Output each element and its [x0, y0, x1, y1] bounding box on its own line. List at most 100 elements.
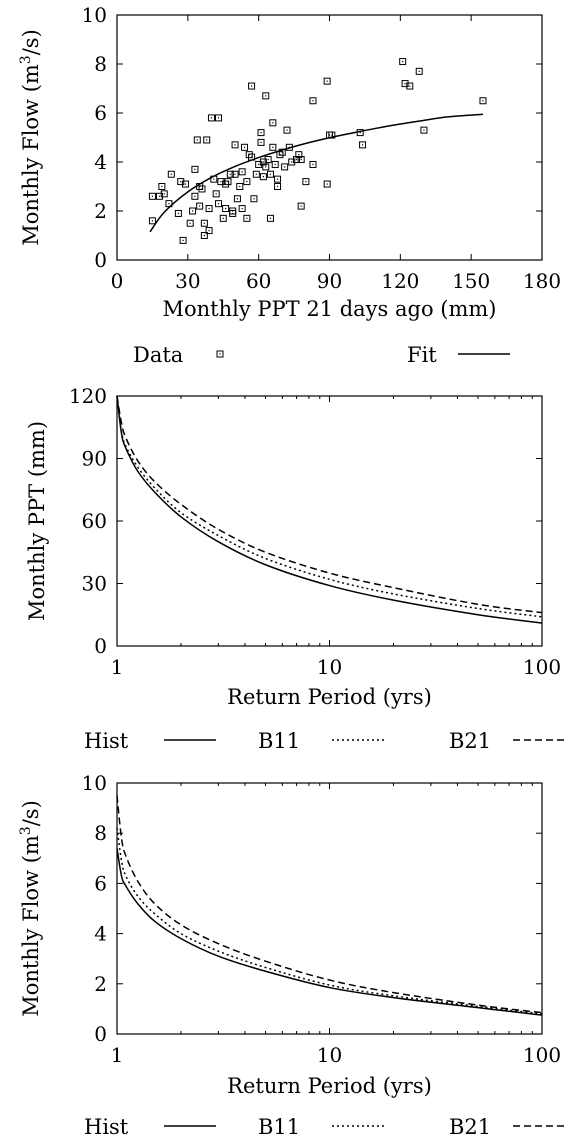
data-point: [200, 219, 208, 227]
data-point: [191, 192, 199, 200]
data-point: [269, 143, 277, 151]
data-point: [177, 178, 185, 186]
legend: Hist B11 B21: [84, 1115, 565, 1139]
data-point: [224, 178, 232, 186]
y-tick-label: 2: [94, 972, 107, 996]
data-point: [233, 195, 241, 203]
data-point: [189, 207, 197, 215]
x-tick-label: 1: [111, 655, 124, 679]
series-line-b21: [116, 795, 543, 1014]
data-point: [479, 97, 487, 105]
series-b21: [116, 795, 543, 1014]
data-point: [266, 170, 274, 178]
x-tick-label: 100: [523, 655, 561, 679]
legend-label-data: Data: [133, 343, 183, 367]
data-point: [219, 214, 227, 222]
data-point: [309, 97, 317, 105]
data-point: [196, 202, 204, 210]
y-tick-label: 8: [94, 821, 107, 845]
legend-marker: [216, 350, 224, 358]
data-point: [283, 126, 291, 134]
y-tick-label: 6: [94, 101, 107, 125]
data-point: [217, 178, 225, 186]
data-point: [309, 160, 317, 168]
data-point: [236, 183, 244, 190]
data-point: [229, 209, 237, 217]
data-point: [257, 138, 265, 146]
series-b11: [116, 395, 543, 618]
legend-label-fit: Fit: [407, 343, 437, 367]
legend-label-hist: Hist: [84, 1115, 129, 1139]
y-tick-label: 90: [82, 447, 107, 471]
series-line-b21: [116, 395, 543, 614]
data-point: [248, 82, 256, 90]
y-tick-label: 8: [94, 52, 107, 76]
plot-frame: [116, 782, 543, 1035]
data-point: [241, 143, 248, 151]
y-tick-label: 0: [94, 1022, 107, 1046]
data-point: [264, 156, 272, 164]
legend: Data Fit: [133, 343, 510, 367]
data-point: [302, 178, 310, 186]
data-point: [399, 58, 407, 66]
y-tick-label: 60: [82, 509, 107, 533]
data-point: [297, 202, 305, 210]
y-tick-label: 0: [94, 248, 107, 272]
data-point: [215, 114, 223, 122]
x-tick-label: 90: [317, 269, 342, 293]
series-fit: [149, 113, 484, 233]
data-point: [262, 92, 270, 100]
data-point: [222, 205, 230, 213]
data-point: [271, 160, 279, 168]
chart-2: 1 10 100 0 30 60 90 120 Return Period (yrs) Month…: [25, 384, 565, 753]
x-tick-label: 10: [317, 655, 342, 679]
data-point: [231, 141, 239, 149]
series-line-hist: [116, 395, 543, 624]
chart-1: 0 30 60 90 120 150 180 0 2 4 6 8 10 Monthly PPT 21 da…: [18, 3, 561, 367]
data-point: [243, 214, 251, 222]
series-b11: [116, 828, 543, 1015]
y-tick-label: 4: [94, 150, 107, 174]
legend-label-b21: B21: [449, 729, 491, 753]
data-point: [148, 192, 156, 200]
series-line-b11: [116, 395, 543, 618]
data-point: [250, 195, 258, 203]
y-tick-label: 30: [82, 572, 107, 596]
data-point: [401, 80, 409, 88]
data-point: [278, 148, 286, 156]
data-point: [266, 214, 274, 222]
data-point: [181, 180, 189, 188]
x-tick-label: 1: [111, 1043, 124, 1067]
data-point: [262, 163, 270, 171]
y-tick-label: 10: [82, 771, 107, 795]
data-point: [167, 170, 175, 178]
series-line-hist: [116, 848, 543, 1016]
y-tick-label: 0: [94, 634, 107, 658]
data-point: [238, 168, 246, 176]
data-point: [259, 173, 267, 181]
series-hist: [116, 395, 543, 624]
data-point: [186, 219, 194, 227]
x-tick-label: 30: [175, 269, 200, 293]
data-point: [323, 77, 331, 85]
data-point: [207, 114, 215, 122]
data-point: [205, 227, 213, 235]
data-point: [226, 170, 234, 178]
data-point: [193, 136, 201, 144]
data-point: [276, 151, 284, 159]
y-axis-label: Monthly Flow (m3/s): [18, 800, 43, 1017]
x-axis-label: Return Period (yrs): [227, 685, 432, 709]
data-point: [281, 163, 289, 171]
data-point: [420, 126, 428, 134]
data-point: [203, 136, 211, 144]
series-line-fit: [149, 113, 484, 233]
x-tick-label: 60: [246, 269, 271, 293]
legend-label-b11: B11: [258, 729, 300, 753]
data-point: [212, 190, 220, 198]
series-data: [148, 58, 487, 244]
y-tick-label: 6: [94, 871, 107, 895]
data-point: [174, 209, 182, 217]
legend: Hist B11 B21: [84, 729, 565, 753]
data-point: [406, 82, 414, 90]
x-axis-label: Return Period (yrs): [227, 1074, 432, 1098]
